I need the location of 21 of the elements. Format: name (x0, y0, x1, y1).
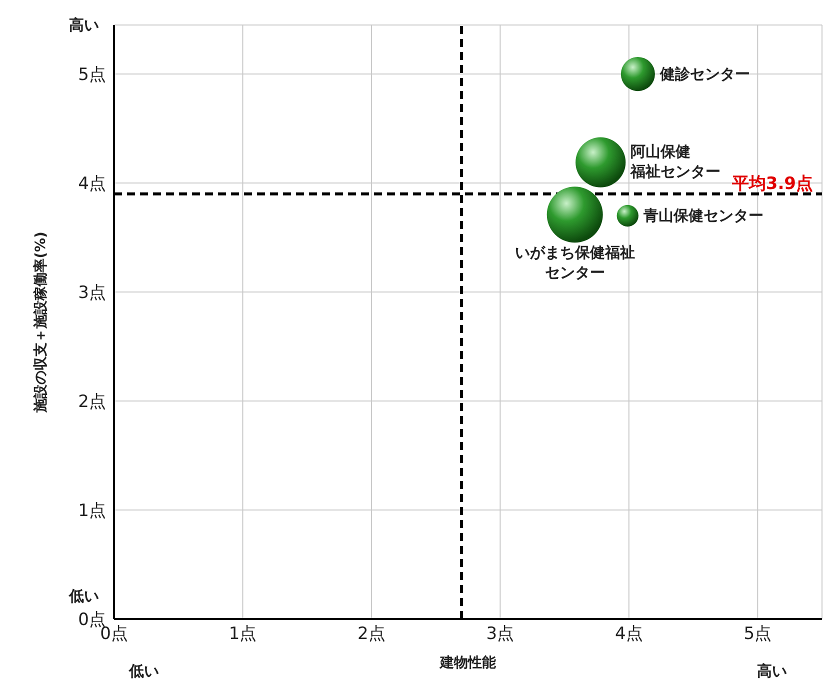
series-label: いがまち保健福祉センター (514, 244, 635, 282)
x-tick-label: 1点 (228, 624, 257, 644)
y-tick-label: 5点 (78, 65, 106, 86)
x-tick-label: 4点 (614, 624, 643, 644)
x-tick-label: 5点 (744, 624, 772, 644)
x-tick-label: 3点 (486, 624, 514, 644)
x-tick-label: 2点 (358, 624, 386, 644)
x-axis-title: 建物性能 (439, 655, 497, 671)
text: 高い (69, 16, 99, 34)
series-label: 青山保健センター (642, 206, 764, 225)
y-tick-label: 3点 (78, 283, 106, 304)
text: 高い (757, 662, 787, 680)
y-tick-label: 2点 (78, 392, 106, 412)
y-tick-label: 1点 (78, 501, 106, 522)
series-label: 健診センター (658, 65, 750, 84)
y-axis-title: 施設の収支＋施設稼働率(%) (32, 232, 49, 414)
text: 低い (128, 662, 159, 680)
ref-line-label: 平均3.9点 (730, 174, 813, 194)
series-label: 阿山保健福祉センター (630, 142, 721, 180)
text: 低い (68, 587, 99, 605)
y-tick-label: 4点 (78, 174, 106, 194)
